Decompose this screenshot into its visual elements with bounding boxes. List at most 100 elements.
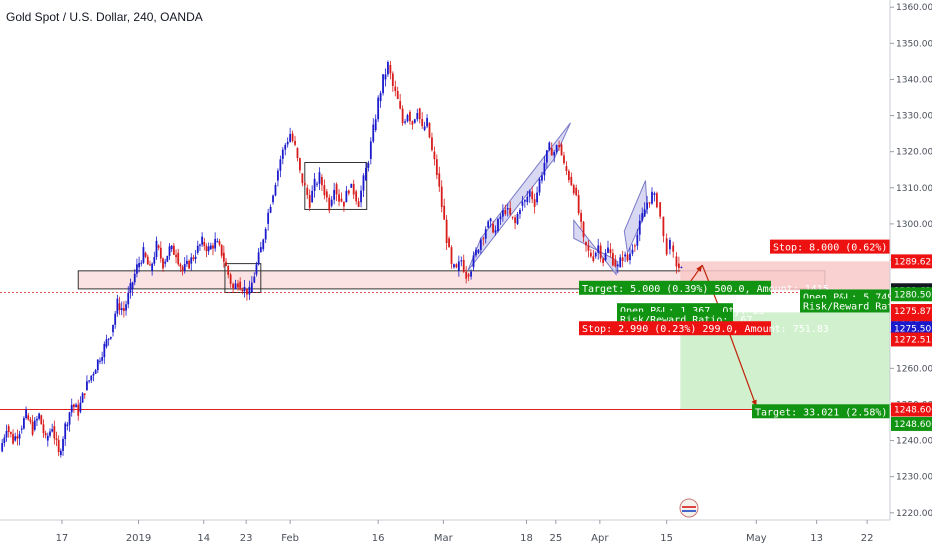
y-tick-label: 1260.000	[896, 364, 932, 374]
candle-body	[379, 93, 382, 102]
candle-body	[431, 137, 433, 151]
candle-body	[284, 144, 287, 150]
candle-body	[220, 244, 223, 256]
x-tick-label: 17	[56, 533, 69, 544]
candle-body	[77, 404, 80, 416]
candle-body	[401, 108, 404, 124]
stop-label-1: Stop: 8.000 (0.62%) 800.0, Am	[773, 243, 932, 254]
candle-body	[541, 175, 543, 181]
candle-body	[140, 262, 143, 264]
candle-body	[294, 140, 296, 145]
projection-arrow-target	[728, 330, 757, 407]
range-box	[304, 162, 368, 210]
candle-body	[555, 145, 558, 152]
candle-body	[306, 187, 309, 196]
logo-stripe-2	[682, 510, 696, 512]
candle-body	[286, 141, 289, 145]
candle-body	[168, 246, 171, 256]
y-tick-label: 1350.000	[896, 39, 932, 49]
candle-body	[611, 253, 614, 266]
logo-icon	[679, 498, 699, 518]
candle-body	[66, 424, 69, 427]
candle-body	[587, 245, 590, 251]
candle-body	[384, 74, 387, 80]
candle-body	[192, 257, 195, 259]
candle-body	[183, 263, 186, 271]
candle-body	[157, 245, 160, 248]
candle-body	[313, 178, 316, 191]
candle-body	[243, 286, 246, 292]
candle-body	[338, 194, 340, 202]
candle-body	[151, 263, 154, 271]
candle-body	[248, 286, 251, 295]
candle-body	[416, 113, 419, 120]
candle-body	[159, 247, 162, 259]
candle-body	[86, 381, 88, 390]
candle-body	[40, 415, 43, 425]
candle-body	[12, 433, 14, 444]
candle-body	[291, 133, 294, 141]
candle-body	[589, 252, 592, 257]
candle-body	[118, 303, 121, 311]
candle-body	[648, 202, 651, 204]
candle-body	[3, 437, 6, 444]
chart-title: Gold Spot / U.S. Dollar, 240, OANDA	[6, 10, 203, 24]
candle-body	[53, 426, 56, 439]
candle-body	[484, 229, 487, 239]
x-tick-label: Feb	[281, 533, 299, 544]
candle-body	[299, 158, 301, 171]
candle-body	[624, 254, 627, 257]
candle-body	[146, 256, 149, 265]
candle-body	[413, 119, 416, 123]
price-tag-bg	[891, 402, 932, 417]
candle-body	[406, 114, 409, 122]
candle-body	[655, 193, 658, 208]
y-tick-label: 1340.000	[896, 75, 932, 85]
candle-body	[509, 208, 512, 215]
price-tag-bg	[891, 304, 932, 319]
candle-body	[62, 439, 64, 451]
candle-body	[472, 255, 475, 268]
candle-body	[653, 193, 656, 195]
candle-body	[435, 159, 438, 176]
candle-body	[112, 324, 114, 333]
x-tick-label: 15	[660, 533, 673, 544]
candle-body	[190, 257, 193, 264]
candle-body	[514, 217, 516, 223]
candle-body	[548, 142, 551, 151]
candle-body	[234, 283, 237, 289]
candle-body	[196, 245, 199, 253]
candle-body	[199, 244, 201, 246]
candle-body	[387, 61, 389, 75]
candle-body	[343, 201, 345, 207]
candle-body	[677, 263, 680, 269]
time-axis[interactable]: 17 2019 14 23 Feb 16 Mar 18 25 Apr 15 May 13 22	[0, 519, 890, 544]
candle-body	[592, 256, 595, 261]
candle-body	[565, 166, 568, 172]
candle-body	[321, 176, 323, 186]
candle-body	[643, 209, 646, 217]
candle-body	[675, 256, 678, 267]
candle-body	[81, 393, 84, 403]
candle-body	[64, 423, 67, 440]
candle-body	[186, 260, 188, 264]
candle-body	[281, 149, 284, 159]
candle-body	[665, 238, 668, 255]
candle-body	[99, 360, 101, 362]
y-tick-label: 1330.000	[896, 112, 932, 122]
candle-body	[614, 260, 617, 267]
candle-body	[70, 404, 73, 413]
rr-label-1-bg	[800, 298, 890, 313]
candle-body	[553, 152, 556, 156]
candle-body	[279, 159, 282, 171]
candle-body	[142, 247, 145, 263]
candle-body	[46, 435, 49, 441]
candle-body	[382, 74, 384, 94]
projection-arrow-up-head	[696, 265, 703, 272]
candle-body	[594, 252, 597, 257]
candle-body	[646, 202, 649, 210]
candle-body	[255, 264, 258, 275]
candle-body	[229, 274, 232, 284]
candle-body	[462, 260, 465, 272]
